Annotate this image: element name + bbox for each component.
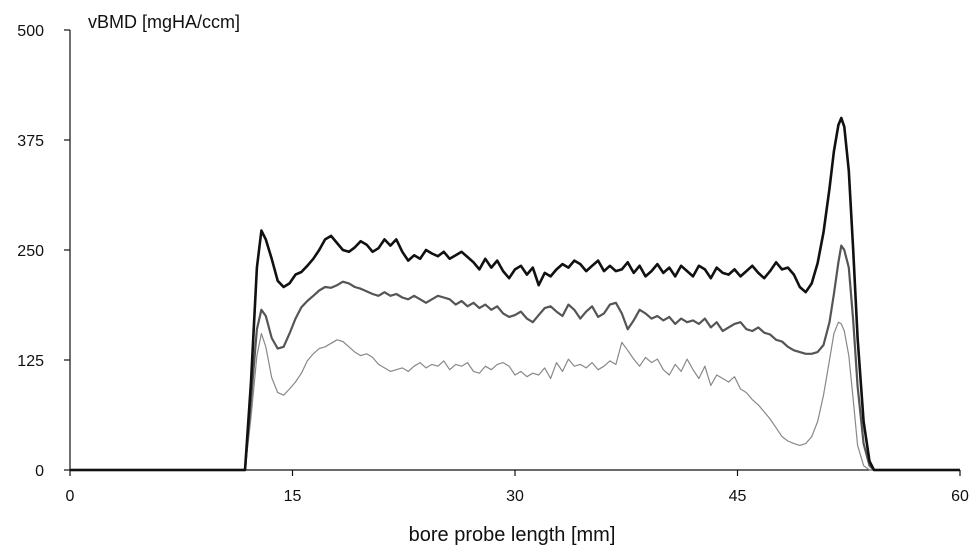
x-tick-label: 30	[506, 488, 524, 505]
x-axis: 0 15 30 45 60	[66, 469, 969, 505]
series-line-2	[70, 244, 960, 472]
y-tick-label: 250	[17, 243, 44, 260]
x-tick-label: 15	[284, 488, 302, 505]
series-layer	[70, 116, 960, 472]
series-line-3	[70, 321, 960, 471]
y-tick-label: 0	[35, 463, 44, 480]
y-axis: 0 125 250 375 500	[17, 23, 71, 480]
x-axis-title: bore probe length [mm]	[409, 524, 616, 546]
y-axis-title: vBMD [mgHA/ccm]	[88, 12, 240, 32]
x-tick-label: 0	[66, 488, 75, 505]
x-tick-label: 60	[951, 488, 969, 505]
x-tick-label: 45	[729, 488, 747, 505]
y-tick-label: 375	[17, 133, 44, 150]
y-tick-label: 500	[17, 23, 44, 40]
y-tick-label: 125	[17, 353, 44, 370]
series-line-1	[70, 116, 960, 472]
